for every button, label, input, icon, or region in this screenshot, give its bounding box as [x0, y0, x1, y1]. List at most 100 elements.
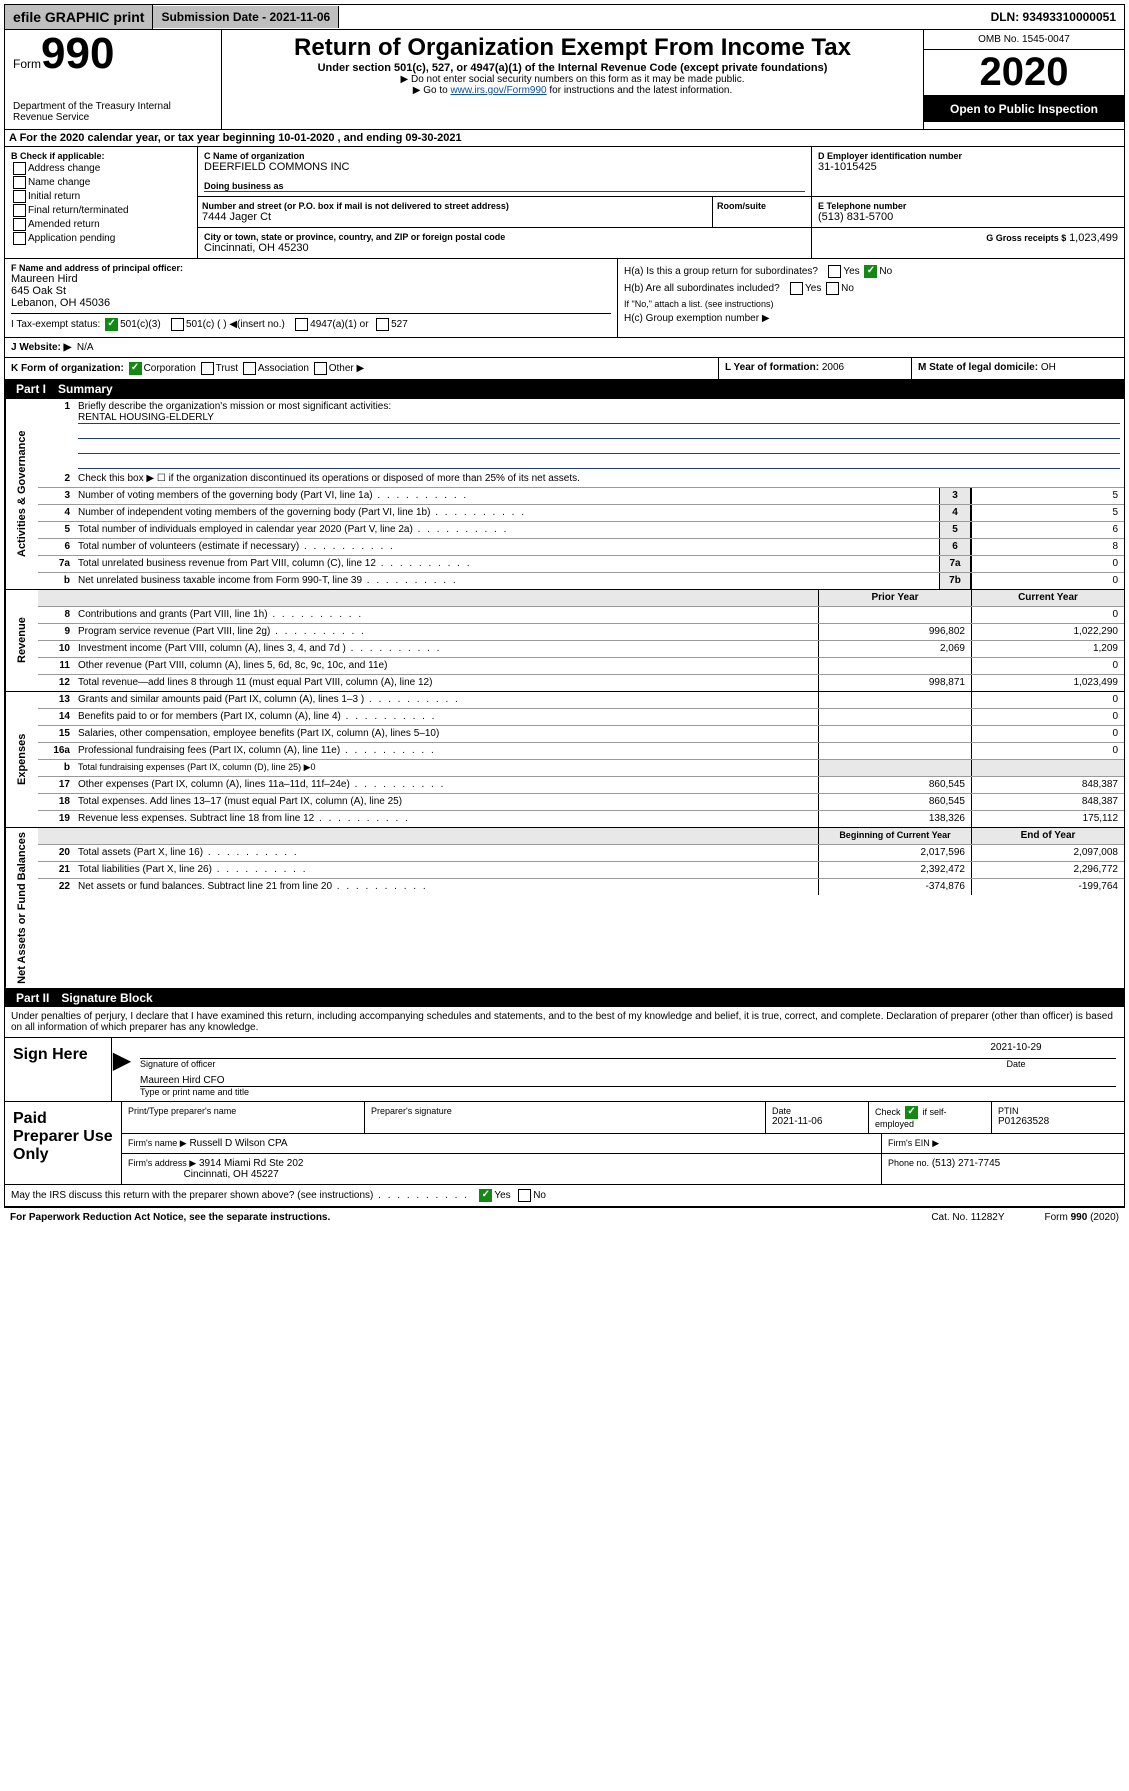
h-c: H(c) Group exemption number ▶	[624, 311, 1118, 326]
line13: Grants and similar amounts paid (Part IX…	[74, 692, 818, 708]
cat-balances: Net Assets or Fund Balances	[5, 828, 38, 988]
sign-here-row: Sign Here ▶ 2021-10-29 Signature of offi…	[5, 1037, 1124, 1101]
cat-governance: Activities & Governance	[5, 399, 38, 589]
line16b: Total fundraising expenses (Part IX, col…	[74, 760, 818, 776]
line20: Total assets (Part X, line 16)	[74, 845, 818, 861]
opt-501c: 501(c) ( ) ◀(insert no.)	[186, 319, 285, 330]
cb-assoc[interactable]	[243, 362, 256, 375]
line14: Benefits paid to or for members (Part IX…	[74, 709, 818, 725]
hb-no[interactable]	[826, 282, 839, 295]
part1-header: Part ISummary	[4, 380, 1125, 398]
form-word: Form	[13, 57, 41, 71]
irs-link[interactable]: www.irs.gov/Form990	[450, 85, 546, 96]
signature-line[interactable]	[140, 1042, 916, 1059]
ha-no[interactable]: ✓	[864, 265, 877, 278]
prep-sig-hdr: Preparer's signature	[371, 1106, 759, 1116]
footer: For Paperwork Reduction Act Notice, see …	[4, 1207, 1125, 1227]
arrow-icon: ▶	[112, 1038, 132, 1101]
tax-year: 2020	[924, 50, 1124, 96]
cb-name-change[interactable]: Name change	[11, 176, 191, 189]
cb-501c[interactable]	[171, 318, 184, 331]
k-label: K Form of organization:	[11, 363, 124, 374]
section-klm: K Form of organization: ✓Corporation Tru…	[4, 358, 1125, 380]
line14-c: 0	[971, 709, 1124, 725]
cb-4947[interactable]	[295, 318, 308, 331]
prep-date: 2021-11-06	[772, 1116, 862, 1127]
room-label: Room/suite	[717, 201, 807, 211]
phone-label: Phone no.	[888, 1158, 929, 1168]
cb-trust[interactable]	[201, 362, 214, 375]
firm-addr: 3914 Miami Rd Ste 202	[199, 1158, 304, 1169]
hb-yes[interactable]	[790, 282, 803, 295]
ptin-hdr: PTIN	[998, 1106, 1118, 1116]
firm-phone: (513) 271-7745	[932, 1158, 1000, 1169]
prep-name-hdr: Print/Type preparer's name	[128, 1106, 358, 1116]
firm-name: Russell D Wilson CPA	[189, 1138, 287, 1149]
cb-amended-return[interactable]: Amended return	[11, 218, 191, 231]
h-b-note: If "No," attach a list. (see instruction…	[624, 297, 1118, 311]
cat-expenses: Expenses	[5, 692, 38, 827]
section-f-i: F Name and address of principal officer:…	[5, 259, 618, 337]
e-label: E Telephone number	[818, 201, 1118, 211]
cb-other[interactable]	[314, 362, 327, 375]
self-employed-check[interactable]: Check ✓ if self-employed	[875, 1107, 947, 1129]
omb-number: OMB No. 1545-0047	[924, 30, 1124, 50]
officer-addr2: Lebanon, OH 45036	[11, 297, 611, 309]
line3: Number of voting members of the governin…	[74, 488, 939, 504]
line22-p: -374,876	[818, 879, 971, 895]
h-b: H(b) Are all subordinates included? Yes …	[624, 280, 1118, 297]
addr-label: Firm's address ▶	[128, 1158, 196, 1168]
b-header: B Check if applicable:	[11, 151, 191, 161]
open-inspection: Open to Public Inspection	[924, 96, 1124, 122]
hdr-end: End of Year	[971, 828, 1124, 844]
line21-p: 2,392,472	[818, 862, 971, 878]
section-j: J Website: ▶ N/A	[4, 338, 1125, 358]
hdr-prior: Prior Year	[818, 590, 971, 606]
efile-button[interactable]: efile GRAPHIC print	[5, 5, 153, 29]
paid-label: Paid Preparer Use Only	[5, 1102, 122, 1184]
ha-yes[interactable]	[828, 265, 841, 278]
cb-application-pending[interactable]: Application pending	[11, 232, 191, 245]
summary-table: Activities & Governance 1Briefly describ…	[4, 398, 1125, 989]
line13-p	[818, 692, 971, 708]
org-name: DEERFIELD COMMONS INC	[204, 161, 805, 173]
section-c-street: Number and street (or P.O. box if mail i…	[198, 197, 812, 227]
cb-address-change[interactable]: Address change	[11, 162, 191, 175]
section-m: M State of legal domicile: OH	[912, 358, 1124, 379]
section-cde: C Name of organization DEERFIELD COMMONS…	[198, 147, 1124, 258]
line12-c: 1,023,499	[971, 675, 1124, 691]
discuss-no[interactable]	[518, 1189, 531, 1202]
sign-date: 2021-10-29	[990, 1042, 1041, 1053]
opt-trust: Trust	[216, 363, 238, 374]
line9: Program service revenue (Part VIII, line…	[74, 624, 818, 640]
cb-initial-return[interactable]: Initial return	[11, 190, 191, 203]
foot-right: Form 990 (2020)	[1045, 1212, 1119, 1223]
line11-p	[818, 658, 971, 674]
cb-501c3[interactable]: ✓	[105, 318, 118, 331]
line22: Net assets or fund balances. Subtract li…	[74, 879, 818, 895]
website: N/A	[77, 342, 94, 353]
d-label: D Employer identification number	[818, 151, 1118, 161]
section-fhi: F Name and address of principal officer:…	[4, 259, 1125, 338]
section-k: K Form of organization: ✓Corporation Tru…	[5, 358, 719, 379]
g-label: G Gross receipts $	[986, 233, 1066, 243]
line18-p: 860,545	[818, 794, 971, 810]
form-number: 990	[41, 29, 114, 78]
part1-tag: Part I	[10, 382, 52, 396]
line21-c: 2,296,772	[971, 862, 1124, 878]
line16b-c	[971, 760, 1124, 776]
line7a: Total unrelated business revenue from Pa…	[74, 556, 939, 572]
line2: Check this box ▶ ☐ if the organization d…	[74, 471, 1124, 487]
line10: Investment income (Part VIII, column (A)…	[74, 641, 818, 657]
cb-final-return[interactable]: Final return/terminated	[11, 204, 191, 217]
cb-527[interactable]	[376, 318, 389, 331]
officer-name: Maureen Hird	[11, 273, 611, 285]
line3-val: 5	[971, 488, 1124, 504]
line7b-val: 0	[971, 573, 1124, 589]
cb-corp[interactable]: ✓	[129, 362, 142, 375]
opt-527: 527	[391, 319, 408, 330]
telephone: (513) 831-5700	[818, 211, 1118, 223]
line18: Total expenses. Add lines 13–17 (must eq…	[74, 794, 818, 810]
line10-c: 1,209	[971, 641, 1124, 657]
discuss-yes[interactable]: ✓	[479, 1189, 492, 1202]
